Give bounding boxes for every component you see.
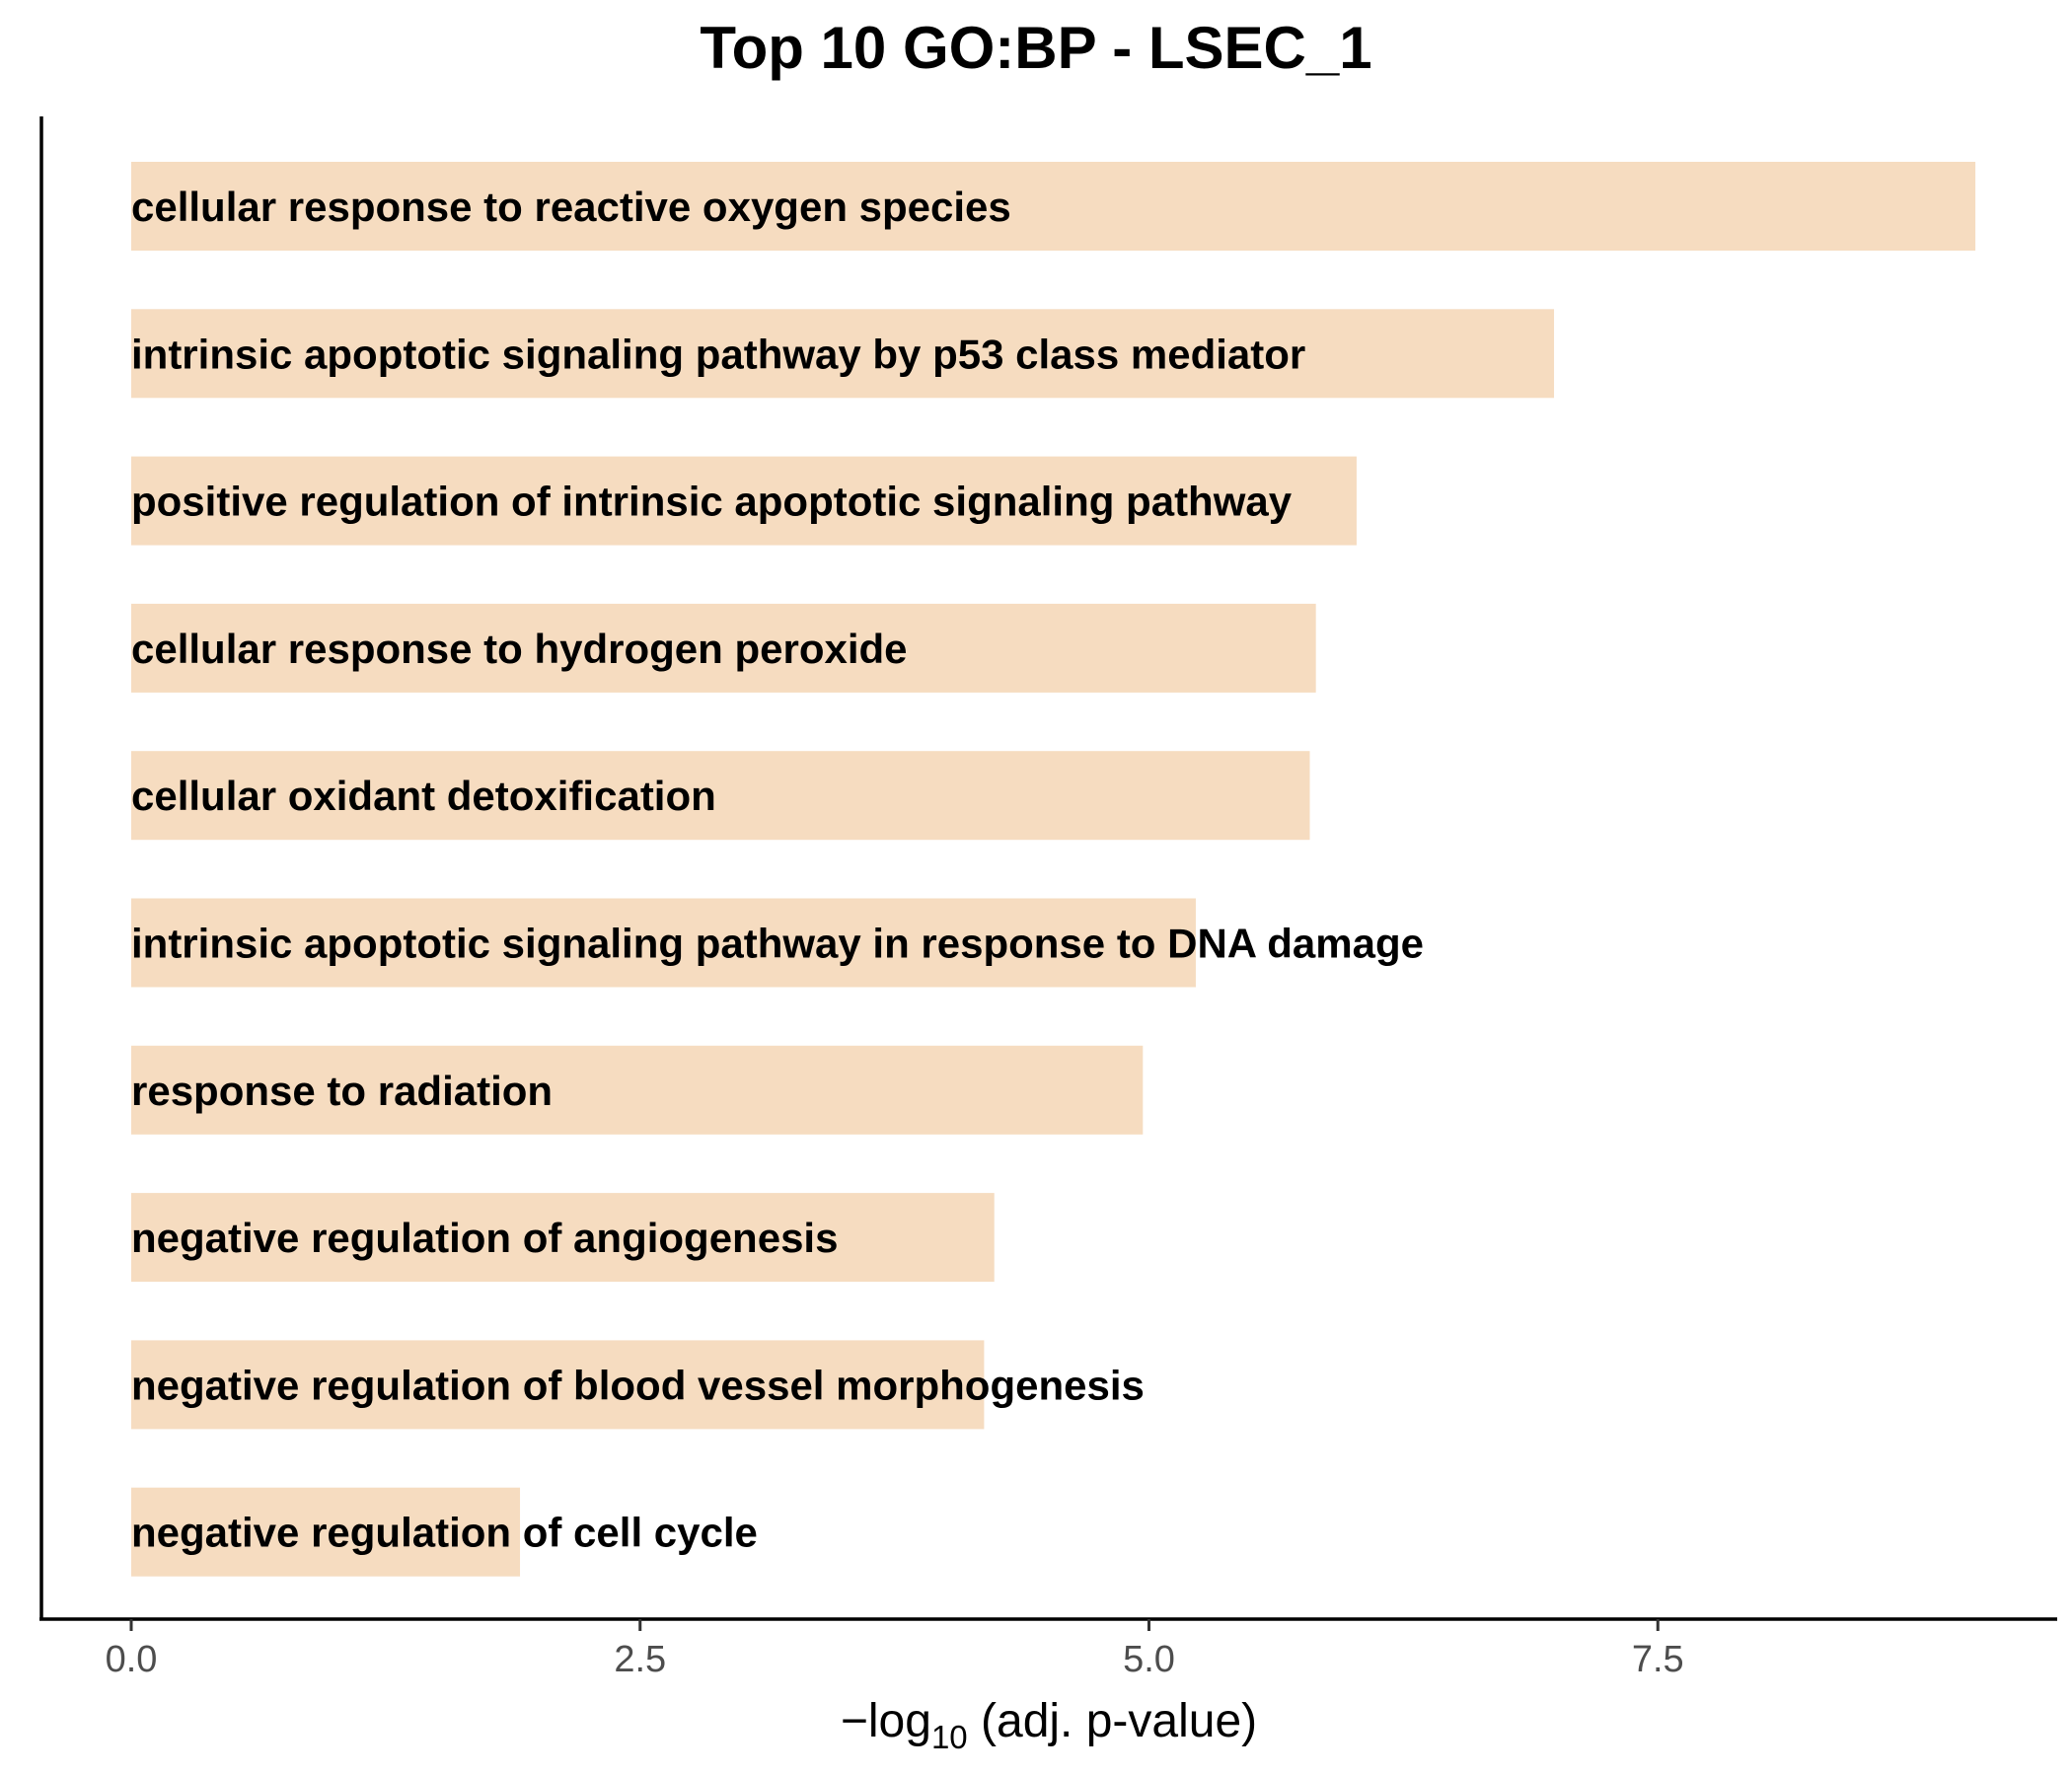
bar-label-2: intrinsic apoptotic signaling pathway by… [131,331,1305,377]
bar-6 [131,898,1196,988]
bar-label-1: cellular response to reactive oxygen spe… [131,184,1011,230]
x-tick-label-4: 7.5 [1632,1639,1684,1680]
bar-label-8: negative regulation of angiogenesis [131,1215,838,1261]
x-tick-label-2: 2.5 [614,1639,666,1680]
bar-1 [131,162,1976,251]
bar-10 [131,1487,521,1577]
bar-label-7: response to radiation [131,1068,553,1114]
bar-8 [131,1193,995,1283]
bar-label-3: positive regulation of intrinsic apoptot… [131,479,1293,525]
bar-4 [131,603,1316,693]
bar-label-5: cellular oxidant detoxification [131,773,716,819]
bar-label-4: cellular response to hydrogen peroxide [131,626,908,672]
bar-labels-layer: cellular response to reactive oxygen spe… [131,184,1424,1556]
bar-7 [131,1045,1144,1135]
x-tick-label-1: 0.0 [106,1639,158,1680]
x-tick-label-3: 5.0 [1123,1639,1175,1680]
bar-5 [131,751,1310,841]
bars-layer [131,162,1976,1577]
x-axis-title: −log10 (adj. p-value) [841,1695,1257,1755]
x-axis-ticks: 0.0 2.5 5.0 7.5 [106,1619,1684,1680]
chart-title: Top 10 GO:BP - LSEC_1 [700,15,1372,81]
bar-9 [131,1340,985,1430]
bar-label-10: negative regulation of cell cycle [131,1510,758,1556]
bar-label-6: intrinsic apoptotic signaling pathway in… [131,921,1424,967]
bar-label-9: negative regulation of blood vessel morp… [131,1362,1145,1408]
bar-3 [131,456,1357,546]
bar-2 [131,309,1555,399]
